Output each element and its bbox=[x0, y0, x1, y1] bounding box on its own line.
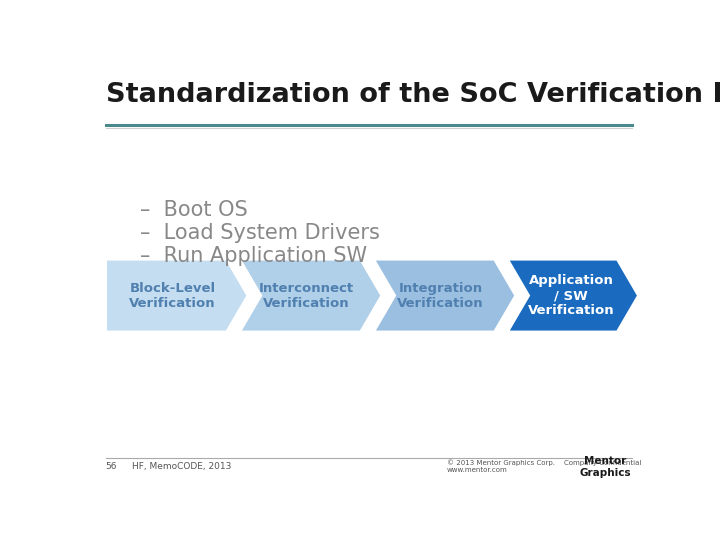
Text: –  Load System Drivers: – Load System Drivers bbox=[140, 223, 380, 243]
Text: HF, MemoCODE, 2013: HF, MemoCODE, 2013 bbox=[132, 462, 231, 470]
Text: © 2013 Mentor Graphics Corp.    Company Confidential: © 2013 Mentor Graphics Corp. Company Con… bbox=[447, 460, 642, 467]
Text: Interconnect
Verification: Interconnect Verification bbox=[259, 281, 354, 309]
Text: Application
/ SW
Verification: Application / SW Verification bbox=[528, 274, 614, 317]
Polygon shape bbox=[106, 259, 248, 332]
Text: www.mentor.com: www.mentor.com bbox=[447, 467, 508, 473]
Text: Integration
Verification: Integration Verification bbox=[397, 281, 484, 309]
Text: Standardization of the SoC Verification Process: Standardization of the SoC Verification … bbox=[106, 83, 720, 109]
Text: –  Run Application SW: – Run Application SW bbox=[140, 246, 367, 266]
Text: Mentor
Graphics: Mentor Graphics bbox=[579, 456, 631, 478]
Polygon shape bbox=[240, 259, 382, 332]
Text: 56: 56 bbox=[106, 462, 117, 470]
Polygon shape bbox=[374, 259, 516, 332]
Polygon shape bbox=[508, 259, 639, 332]
Text: Block-Level
Verification: Block-Level Verification bbox=[130, 281, 216, 309]
Text: –  Boot OS: – Boot OS bbox=[140, 200, 248, 220]
